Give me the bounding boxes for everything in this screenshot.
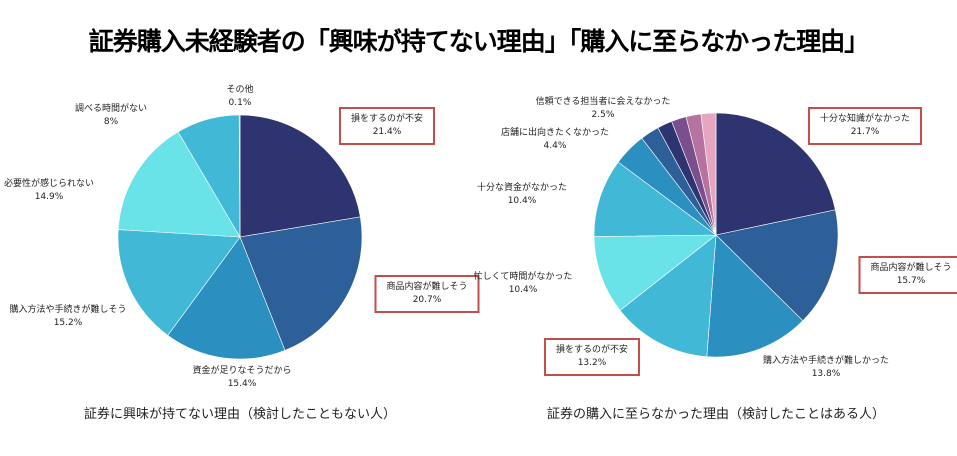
pie-label: 調べる時間がない 8% bbox=[74, 104, 148, 127]
pie-slice bbox=[715, 112, 836, 236]
pie-slice-unlabeled bbox=[700, 112, 717, 236]
pie-slice bbox=[167, 236, 286, 360]
pie-label: その他 0.1% bbox=[226, 85, 254, 108]
pie-slice bbox=[619, 234, 717, 357]
pie-slice bbox=[239, 216, 363, 351]
chart-title-right: 証券の購入に至らなかった理由（検討したことはある人） bbox=[546, 407, 886, 422]
page-title: 証券購入未経験者の「興味が持てない理由」「購入に至らなかった理由」 bbox=[88, 27, 870, 56]
pie-label: 購入方法や手続きが難しかった 13.8% bbox=[762, 356, 890, 379]
pie-chart-right bbox=[593, 112, 839, 358]
pie-chart-left bbox=[117, 114, 363, 360]
pie-slice bbox=[706, 234, 804, 358]
chart-title-left: 証券に興味が持てない理由（検討したこともない人） bbox=[83, 407, 397, 422]
pie-label: 十分な知識がなかった 21.7% bbox=[807, 107, 923, 145]
pie-slice bbox=[593, 234, 717, 311]
pie-label: 必要性が感じられない 14.9% bbox=[3, 179, 95, 202]
pie-label: 商品内容が難しそう 20.7% bbox=[374, 275, 480, 313]
pie-label: 損をするのが不安 21.4% bbox=[338, 107, 436, 145]
pie-slice bbox=[715, 209, 839, 322]
pie-label: 忙しくて時間がなかった 10.4% bbox=[473, 272, 573, 295]
pie-slice bbox=[117, 229, 241, 336]
pie-label: 店舗に出向きたくなかった 4.4% bbox=[500, 128, 610, 151]
pie-label: 信頼できる担当者に会えなかった 2.5% bbox=[535, 97, 671, 120]
pie-label: 購入方法や手続きが難しそう 15.2% bbox=[9, 305, 127, 328]
pie-slice bbox=[239, 114, 361, 238]
pie-label: 損をするのが不安 13.2% bbox=[543, 338, 641, 376]
pie-label: 十分な資金がなかった 10.4% bbox=[476, 183, 568, 206]
pie-label: 商品内容が難しそう 15.7% bbox=[858, 256, 957, 294]
pie-slice bbox=[238, 114, 241, 238]
pie-slice bbox=[117, 131, 241, 238]
pie-label: 資金が足りなそうだから 15.4% bbox=[192, 366, 292, 389]
pie-slice bbox=[593, 161, 717, 237]
